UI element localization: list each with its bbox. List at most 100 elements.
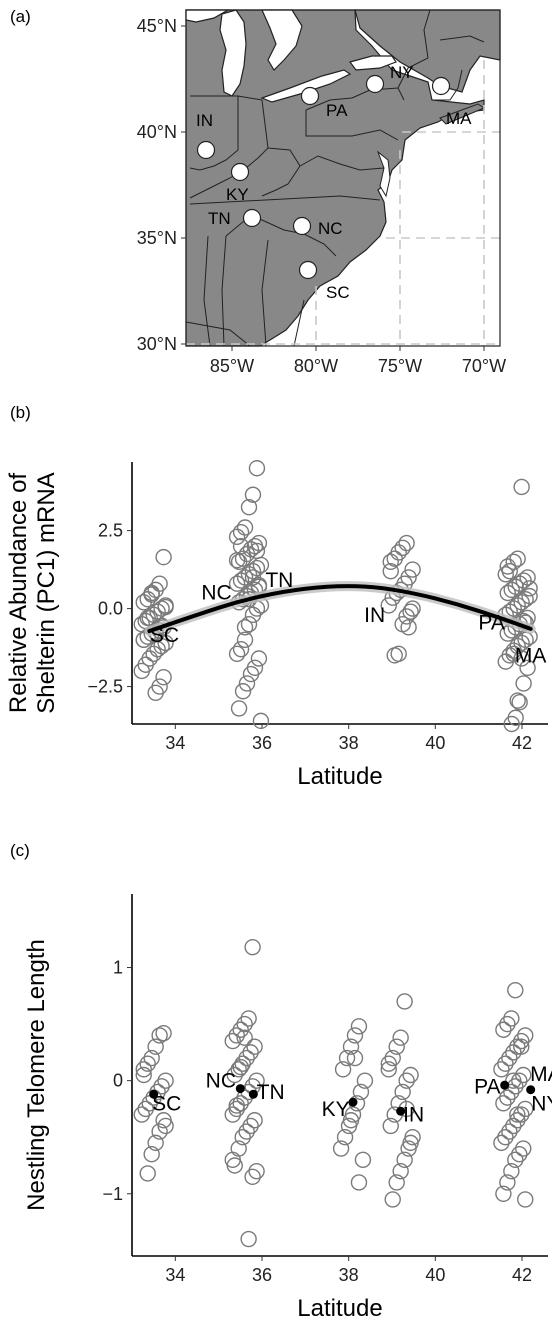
data-point [499, 558, 516, 575]
data-point [155, 548, 172, 566]
data-point [228, 1027, 245, 1044]
data-point [380, 1055, 397, 1072]
map-site-marker-in [196, 140, 216, 160]
data-point [137, 1100, 154, 1118]
data-point [228, 1097, 245, 1114]
data-point [133, 1106, 150, 1123]
data-point [155, 1024, 172, 1042]
map-site-marker-ky [230, 162, 250, 182]
data-point [230, 1061, 247, 1078]
data-point [244, 486, 262, 503]
data-point [240, 1010, 257, 1027]
data-point [384, 1191, 401, 1208]
data-point [497, 566, 514, 583]
data-point [232, 523, 250, 541]
map-site-label-sc: SC [326, 283, 350, 302]
data-point [157, 1117, 174, 1135]
data-point [232, 1058, 249, 1076]
group-mean-point [235, 1084, 245, 1094]
data-point [394, 1083, 411, 1101]
y-axis-title-line-2: Shelterin (PC1) mRNA [33, 472, 60, 713]
data-point [380, 597, 397, 614]
data-point [495, 1095, 512, 1112]
map-site-label-ny: NY [390, 63, 414, 82]
data-point [503, 581, 520, 599]
data-point [248, 542, 266, 560]
data-point [155, 669, 172, 686]
y-tick-label: 1 [113, 958, 123, 978]
map-site-label-tn: TN [208, 209, 231, 228]
y-axis-title: Nestling Telomere Length [23, 939, 50, 1211]
data-point [143, 1049, 160, 1067]
data-point [248, 1072, 265, 1089]
data-point [248, 1162, 265, 1180]
data-point [230, 553, 248, 571]
data-point [499, 584, 516, 602]
lake-erie [260, 69, 352, 103]
data-point [384, 1049, 401, 1067]
data-point [515, 675, 532, 692]
x-tick-label: 36 [252, 1265, 272, 1285]
data-point [143, 584, 160, 602]
data-point [392, 1162, 409, 1180]
data-point [244, 1168, 261, 1186]
data-point [402, 1134, 419, 1152]
map-site-label-ma: MA [446, 109, 472, 128]
site-label: SC [152, 1092, 181, 1115]
x-tick-label: 34 [165, 733, 185, 753]
data-point [334, 1061, 352, 1078]
data-point [404, 561, 421, 578]
site-label: NC [206, 1070, 236, 1093]
data-point [232, 572, 250, 589]
map-frame [185, 9, 501, 347]
y-tick-label: 0 [113, 1071, 123, 1091]
data-point [513, 650, 530, 667]
data-point [157, 1072, 174, 1089]
group-mean-point [396, 1106, 406, 1116]
data-point [388, 1174, 405, 1191]
lake-ontario [348, 55, 397, 71]
data-point [234, 550, 252, 567]
data-point [246, 1112, 263, 1129]
group-mean-point [526, 1085, 536, 1095]
data-point [151, 1123, 168, 1140]
data-point [350, 1018, 368, 1035]
map-site-label-ky: KY [226, 185, 249, 204]
map-lat-tick-35: 35°N [137, 228, 177, 248]
site-label: IN [364, 604, 385, 627]
data-point [501, 1049, 518, 1067]
data-point [495, 1185, 512, 1202]
data-point [493, 1061, 510, 1078]
data-point [382, 1117, 399, 1135]
data-point [398, 534, 415, 552]
data-point [139, 1055, 156, 1072]
data-point [388, 1038, 405, 1055]
group-mean-point [149, 1089, 159, 1099]
data-point [501, 1123, 518, 1140]
data-point [513, 1106, 530, 1123]
y-tick-label: −2.5 [87, 677, 123, 697]
data-point [135, 1061, 152, 1078]
data-point [354, 1151, 372, 1169]
data-point [135, 594, 152, 611]
data-point [147, 1038, 164, 1055]
site-label: MA [515, 644, 547, 667]
data-point [252, 712, 270, 730]
map-lon-tick-80: 80°W [294, 356, 338, 376]
data-point [135, 1066, 152, 1084]
data-point [135, 631, 152, 648]
data-point [234, 1055, 251, 1072]
data-point [503, 1010, 520, 1027]
data-point [240, 499, 258, 516]
x-axis-title: Latitude [297, 1295, 382, 1322]
data-point [153, 1078, 170, 1095]
data-point [228, 528, 246, 546]
data-point [400, 619, 417, 636]
data-point [386, 550, 403, 567]
y-tick-label: 0.0 [98, 599, 123, 619]
data-point [513, 1032, 530, 1050]
data-point [224, 1032, 241, 1050]
site-label: MA [530, 1063, 552, 1086]
map-graticule [186, 60, 500, 346]
data-point [242, 665, 260, 683]
